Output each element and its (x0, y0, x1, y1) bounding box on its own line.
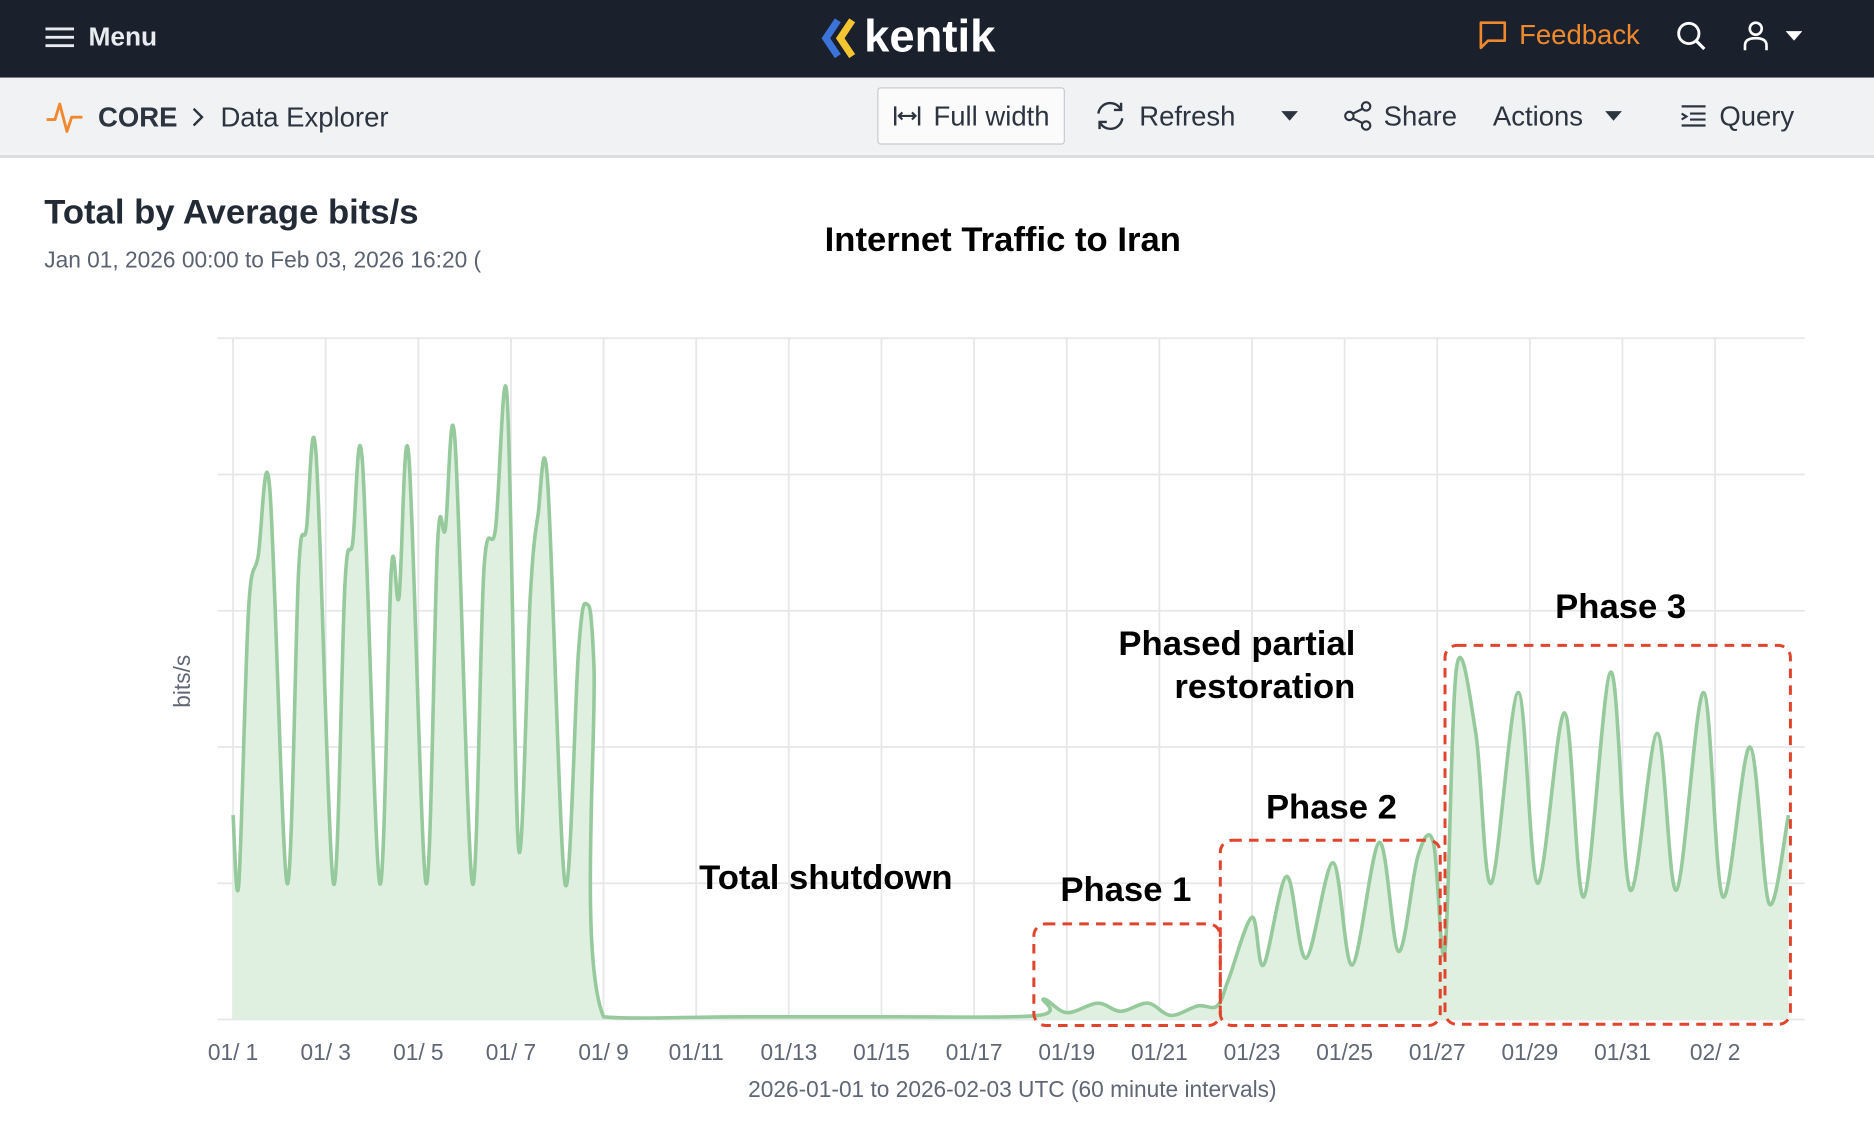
panel-time-range: Jan 01, 2026 00:00 to Feb 03, 2026 16:20… (44, 248, 482, 274)
annotation-phase-1: Phase 1 (1060, 871, 1191, 909)
x-tick-label: 01/ 7 (486, 1039, 536, 1065)
feedback-label: Feedback (1519, 19, 1640, 51)
panel-title: Total by Average bits/s (44, 193, 419, 232)
refresh-dropdown-button[interactable] (1267, 87, 1312, 144)
x-tick-labels: 01/ 1 01/ 3 01/ 5 01/ 7 01/ 9 01/11 01/13 01/15… (208, 1039, 1741, 1065)
x-tick-label: 02/ 2 (1690, 1039, 1740, 1065)
annotation-phase-2: Phase 2 (1266, 789, 1397, 827)
refresh-button[interactable]: Refresh (1079, 87, 1249, 144)
x-tick-label: 01/19 (1038, 1039, 1095, 1065)
x-tick-label: 01/21 (1131, 1039, 1188, 1065)
feedback-button[interactable]: Feedback (1478, 19, 1640, 51)
phase-2-box (1218, 838, 1442, 1027)
user-menu[interactable] (1743, 20, 1803, 51)
share-button[interactable]: Share (1329, 87, 1472, 144)
query-label: Query (1719, 99, 1795, 131)
traffic-area (233, 385, 1789, 1020)
menu-label: Menu (88, 21, 158, 52)
share-icon (1343, 101, 1372, 131)
breadcrumb: CORE Data Explorer (45, 99, 389, 135)
annotation-boxes (1032, 643, 1792, 1027)
traffic-line (231, 384, 1791, 1020)
top-navbar: Menu kentik Feedback (0, 0, 1874, 78)
pulse-icon (46, 102, 83, 133)
x-tick-label: 01/ 5 (393, 1039, 443, 1065)
breadcrumb-page: Data Explorer (220, 100, 389, 133)
actions-button[interactable]: Actions (1479, 87, 1636, 144)
x-tick-label: 01/17 (946, 1039, 1003, 1065)
phase-1-box (1032, 922, 1222, 1027)
actions-label: Actions (1492, 99, 1584, 131)
x-tick-label: 01/11 (669, 1039, 724, 1065)
annotation-restoration-line-1: Phased partial (1118, 625, 1355, 663)
annotation-restoration-line-2: restoration (1174, 668, 1355, 706)
user-icon (1743, 20, 1768, 50)
x-tick-label: 01/31 (1594, 1039, 1651, 1065)
feedback-icon (1479, 20, 1507, 49)
chart-title: Internet Traffic to Iran (825, 221, 1181, 259)
chevron-right-icon (193, 107, 205, 127)
logo-text: kentik (864, 11, 996, 63)
caret-down-icon (1280, 111, 1298, 121)
x-tick-label: 01/29 (1501, 1039, 1558, 1065)
kentik-logo[interactable]: kentik (816, 12, 995, 63)
x-tick-label: 01/13 (760, 1039, 817, 1065)
search-icon[interactable] (1676, 20, 1707, 51)
full-width-icon (894, 106, 921, 126)
x-tick-label: 01/15 (853, 1039, 910, 1065)
x-tick-label: 01/ 1 (208, 1039, 258, 1065)
page-toolbar: CORE Data Explorer Full width Refresh Sh… (0, 77, 1874, 158)
x-tick-label: 01/25 (1316, 1039, 1373, 1065)
caret-down-icon (1785, 30, 1803, 41)
breadcrumb-root[interactable]: CORE (98, 100, 178, 133)
annotation-total-shutdown: Total shutdown (699, 859, 952, 897)
phase-3-box (1443, 643, 1792, 1026)
x-axis-label: 2026-01-01 to 2026-02-03 UTC (60 minute … (748, 1076, 1276, 1102)
menu-button[interactable]: Menu (45, 22, 157, 53)
refresh-icon (1097, 101, 1124, 131)
caret-down-icon (1604, 111, 1622, 121)
query-button[interactable]: Query (1664, 87, 1808, 144)
query-list-icon (1680, 105, 1705, 127)
annotation-phase-3: Phase 3 (1555, 588, 1686, 626)
full-width-button[interactable]: Full width (877, 87, 1066, 145)
x-tick-label: 01/ 9 (578, 1039, 628, 1065)
x-tick-label: 01/27 (1409, 1039, 1466, 1065)
x-tick-label: 01/23 (1224, 1039, 1281, 1065)
menu-icon (45, 27, 75, 48)
y-axis-label: bits/s (169, 655, 195, 708)
full-width-label: Full width (933, 99, 1050, 131)
refresh-label: Refresh (1139, 99, 1236, 131)
kentik-logo-mark (821, 17, 856, 58)
x-tick-label: 01/ 3 (300, 1039, 350, 1065)
share-label: Share (1383, 99, 1458, 131)
